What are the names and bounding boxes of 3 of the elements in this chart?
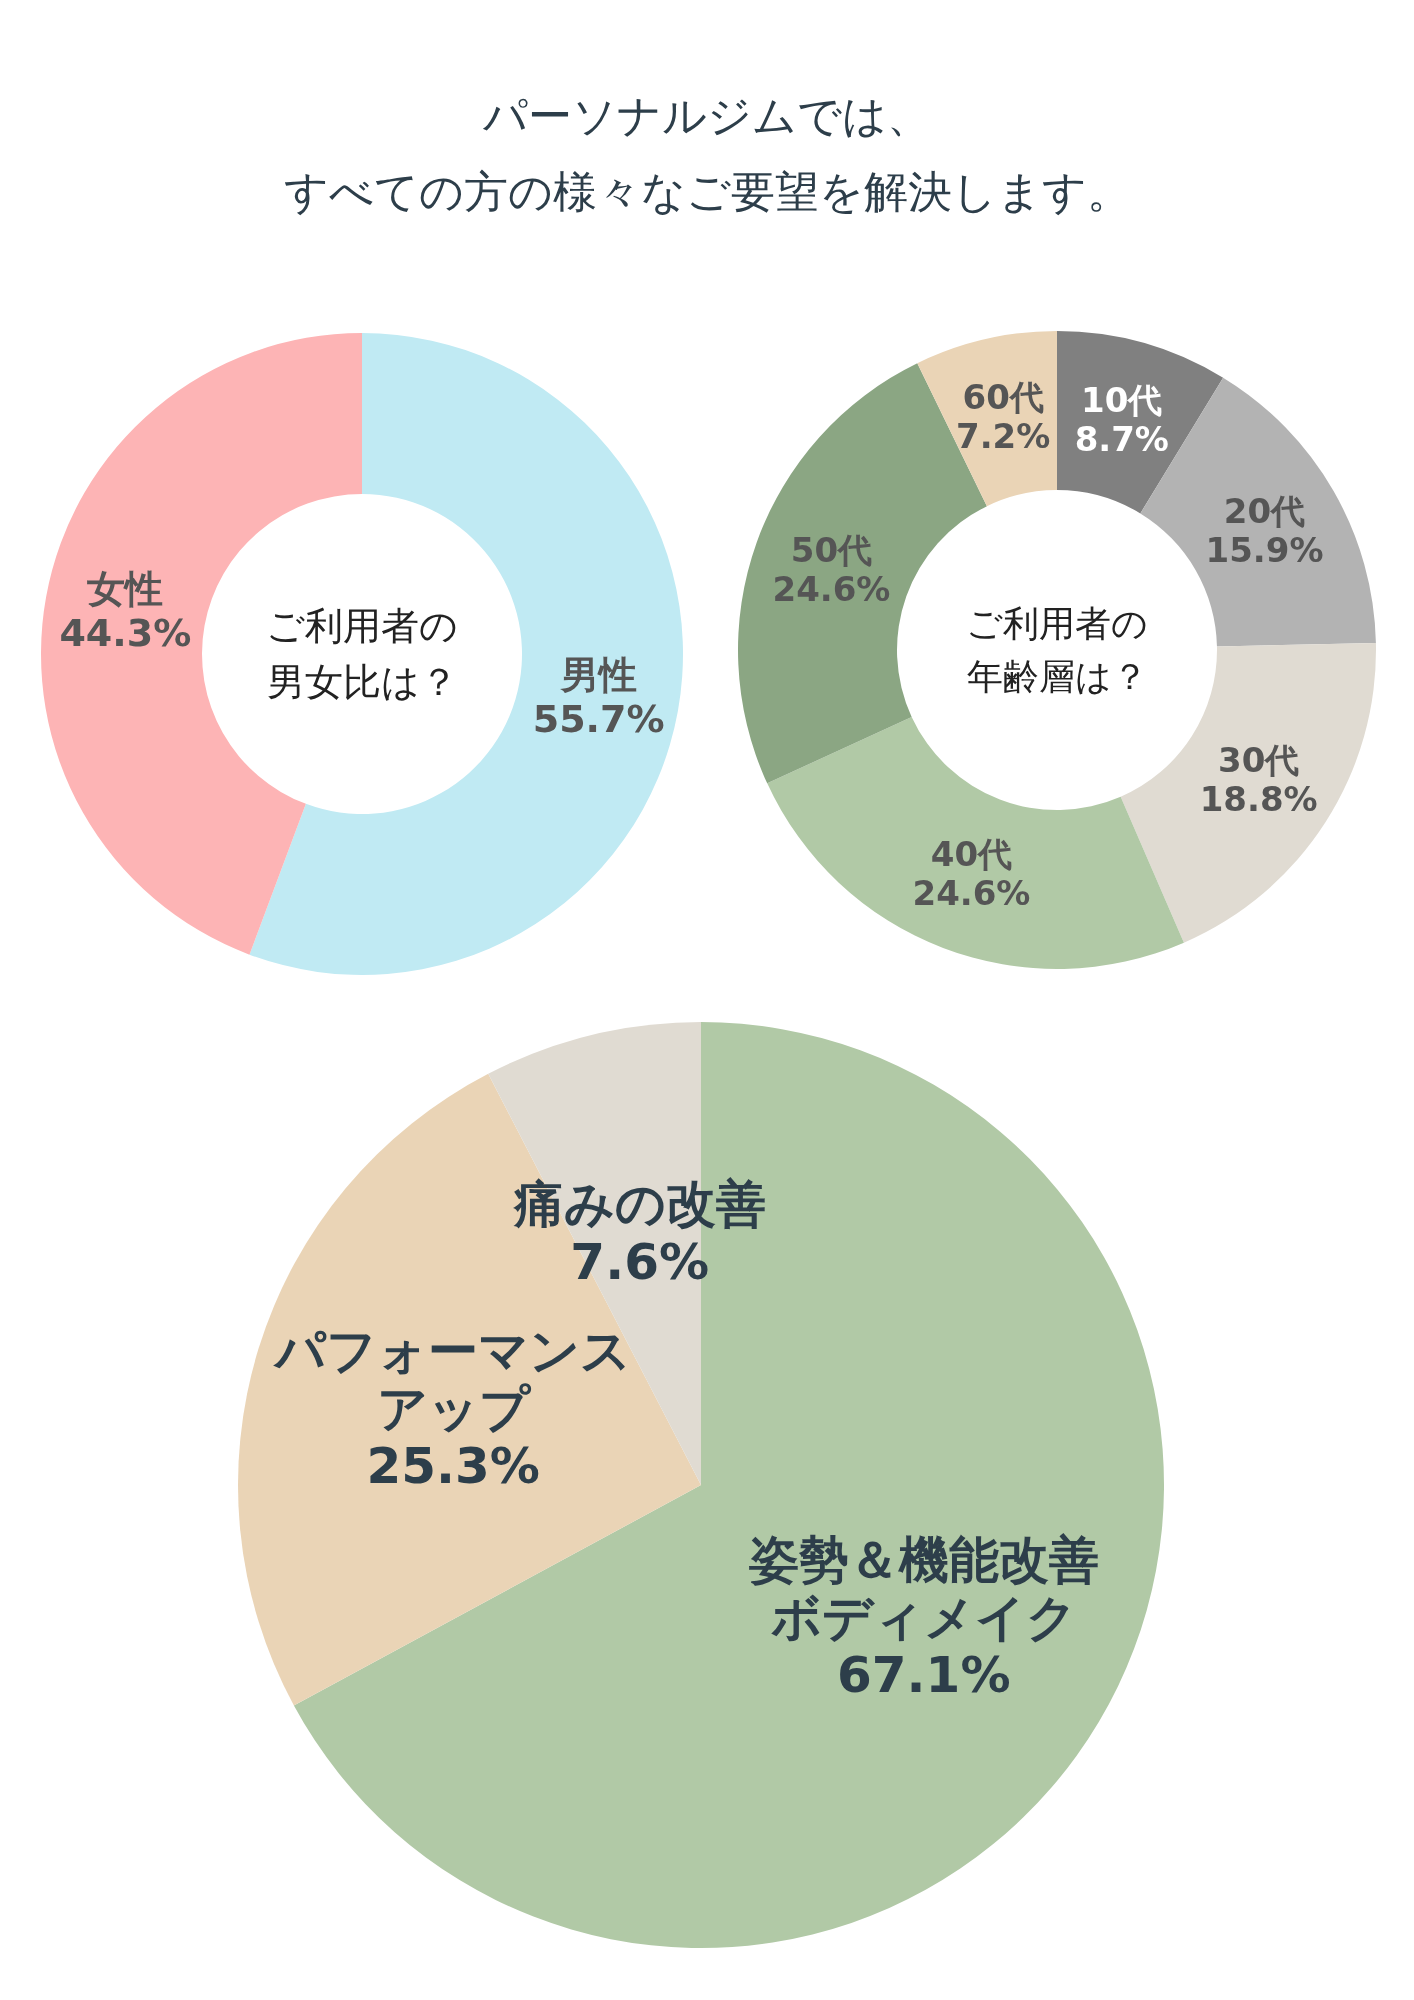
annotation: ご利用者の年齢層は？ <box>966 603 1148 697</box>
annotation: ご利用者の男女比は？ <box>266 604 458 704</box>
title: パーソナルジムでは、すべての方の様々なご要望を解決します。 <box>283 89 1131 217</box>
